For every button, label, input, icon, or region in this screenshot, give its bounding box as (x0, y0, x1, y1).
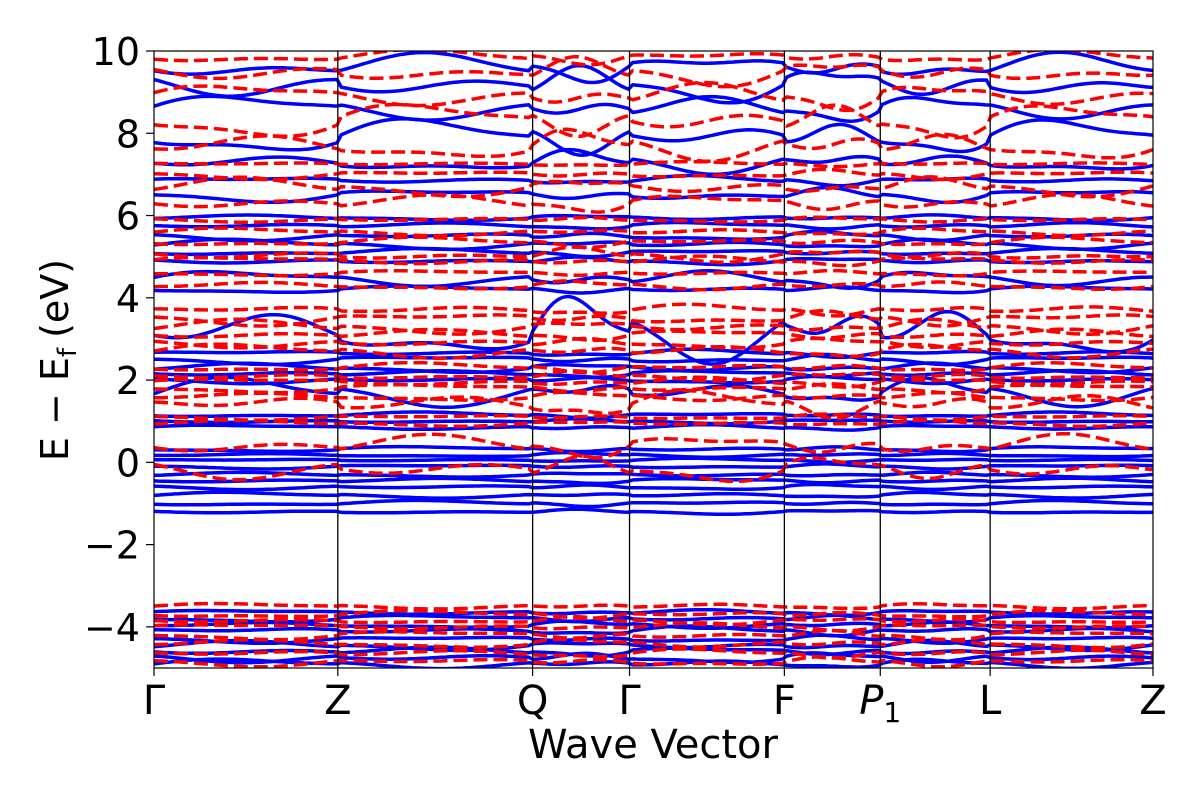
band-dashed (154, 235, 1153, 250)
band-dashed (154, 192, 1153, 214)
band-dashed (154, 369, 1153, 383)
band-solid (154, 651, 1153, 665)
band-solid (154, 220, 1153, 231)
band-dashed (154, 175, 1153, 199)
band-dashed (154, 80, 1153, 113)
band-solid (154, 470, 1153, 479)
bands-layer (154, 51, 1153, 668)
band-dashed (154, 302, 1153, 318)
y-tick-label: 10 (92, 30, 140, 74)
band-solid (154, 482, 1153, 492)
band-dashed (154, 388, 1153, 421)
band-dashed (154, 375, 1153, 389)
x-axis: Γ Z Q Γ F P1 L Z (143, 668, 1167, 729)
band-dashed (154, 226, 1153, 238)
band-solid (154, 498, 1153, 509)
band-solid (154, 422, 1153, 432)
band-solid (154, 624, 1153, 638)
kpoint-lines (337, 51, 991, 668)
x-axis-label: Wave Vector (528, 722, 779, 768)
x-tick-label: Q (517, 678, 548, 724)
y-tick-label: 6 (116, 195, 140, 239)
band-solid (154, 444, 1153, 454)
band-solid (154, 117, 1153, 157)
band-solid (154, 368, 1153, 379)
band-solid (154, 607, 1153, 618)
y-axis-label-unit: (eV) (33, 259, 77, 338)
band-solid (154, 352, 1153, 367)
y-axis: −4 −2 0 2 4 6 8 10 (84, 30, 154, 650)
y-tick-label: −2 (84, 524, 140, 568)
band-solid (154, 229, 1153, 243)
band-dashed (154, 54, 1153, 89)
x-tick-label: P1 (859, 678, 901, 729)
band-solid (154, 284, 1153, 295)
x-tick-label: Γ (618, 678, 641, 724)
band-dashed (154, 360, 1153, 375)
band-dashed (154, 382, 1153, 395)
band-dashed (154, 601, 1153, 611)
band-dashed (154, 317, 1153, 336)
x-tick-label: L (979, 678, 1002, 724)
y-tick-label: 8 (116, 112, 140, 156)
band-dashed (154, 454, 1153, 484)
band-dashed (154, 431, 1153, 460)
band-solid (154, 490, 1153, 500)
band-dashed (154, 608, 1153, 621)
band-dashed (154, 628, 1153, 642)
band-dashed (154, 637, 1153, 650)
band-dashed (154, 51, 1153, 67)
y-tick-label: 4 (116, 277, 140, 321)
band-solid (154, 94, 1153, 123)
band-solid (154, 507, 1153, 516)
band-dashed (154, 390, 1153, 403)
band-dashed (154, 647, 1153, 660)
band-dashed (154, 268, 1153, 278)
band-dashed (154, 336, 1153, 350)
band-dashed (154, 254, 1153, 268)
y-axis-label-main: E − E (33, 357, 77, 461)
x-tick-label: F (773, 678, 796, 724)
band-dashed (154, 159, 1153, 169)
x-tick-label: Γ (143, 678, 166, 724)
band-solid (154, 417, 1153, 426)
band-dashed (154, 342, 1153, 360)
band-dashed (154, 412, 1153, 422)
band-solid (154, 63, 1153, 105)
band-solid (154, 476, 1153, 486)
x-tick-label: Z (1139, 678, 1166, 724)
band-dashed (154, 418, 1153, 429)
band-dashed (154, 279, 1153, 292)
band-dashed (154, 127, 1153, 164)
band-solid (154, 456, 1153, 465)
y-axis-label-sub: f (53, 347, 83, 357)
y-tick-label: −4 (84, 606, 140, 650)
band-solid (154, 269, 1153, 290)
band-solid (154, 450, 1153, 459)
y-tick-label: 0 (116, 441, 140, 485)
plot-frame (153, 50, 1154, 669)
band-dashed (154, 167, 1153, 182)
y-tick-label: 2 (116, 359, 140, 403)
band-dashed (154, 655, 1153, 668)
band-dashed (154, 245, 1153, 264)
band-dashed (154, 621, 1153, 633)
band-dashed (154, 309, 1153, 328)
band-solid (154, 638, 1153, 653)
band-dashed (154, 327, 1153, 343)
band-dashed (154, 215, 1153, 224)
x-tick-label: Z (324, 678, 351, 724)
band-dashed (154, 614, 1153, 627)
band-dashed (154, 102, 1153, 140)
y-axis-label: E − Ef (eV) (33, 259, 83, 461)
band-solid (154, 633, 1153, 646)
